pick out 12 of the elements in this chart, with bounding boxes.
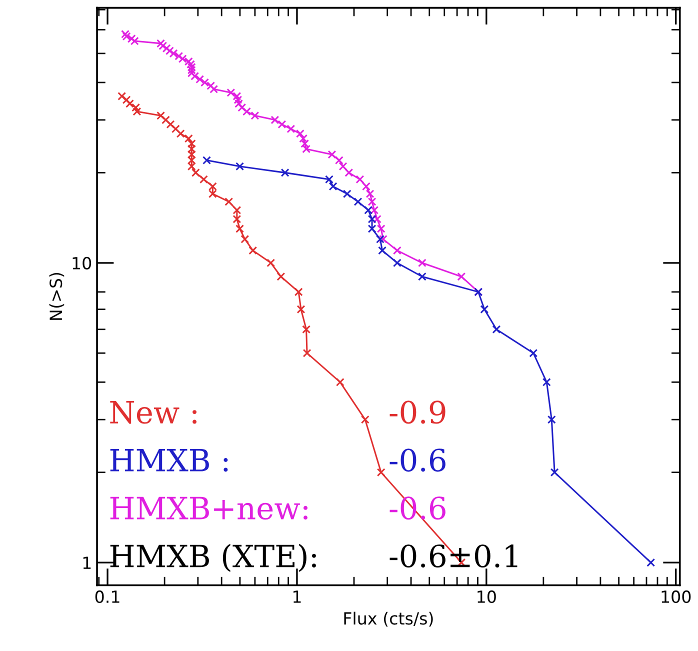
x-tick-label: 1: [294, 590, 301, 603]
annotation: HMXB :: [110, 448, 228, 472]
x-tick-label: 0.1: [95, 590, 120, 604]
annotation: New :: [110, 401, 197, 424]
annotation: HMXB (XTE):: [110, 544, 316, 572]
annotation: -0.6: [390, 448, 446, 472]
x-axis-title: Flux (cts/s): [344, 612, 433, 627]
annotation: HMXB+new:: [110, 496, 308, 520]
x-tick-label: 10: [478, 590, 496, 604]
x-tick-label: 100: [662, 590, 691, 604]
annotation: -0.9: [390, 400, 446, 424]
y-axis-title: N(>S): [49, 272, 64, 320]
